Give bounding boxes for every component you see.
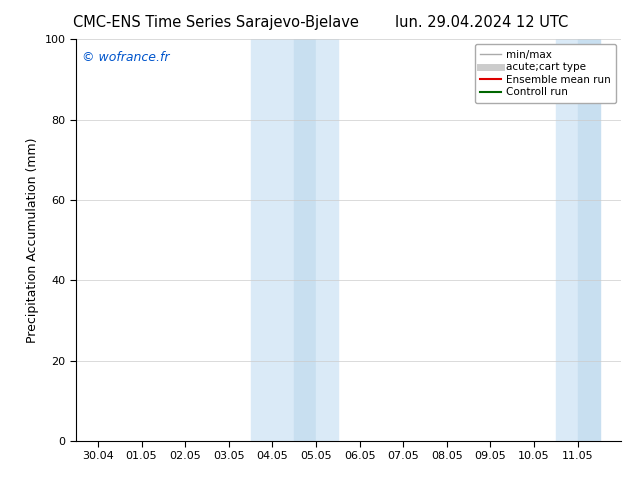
Text: © wofrance.fr: © wofrance.fr <box>82 51 169 64</box>
Text: lun. 29.04.2024 12 UTC: lun. 29.04.2024 12 UTC <box>395 15 569 30</box>
Bar <box>556 39 578 441</box>
Bar <box>316 39 338 441</box>
Bar <box>578 39 600 441</box>
Legend: min/max, acute;cart type, Ensemble mean run, Controll run: min/max, acute;cart type, Ensemble mean … <box>475 45 616 102</box>
Text: CMC-ENS Time Series Sarajevo-Bjelave: CMC-ENS Time Series Sarajevo-Bjelave <box>73 15 358 30</box>
Bar <box>250 39 294 441</box>
Bar <box>294 39 316 441</box>
Y-axis label: Precipitation Accumulation (mm): Precipitation Accumulation (mm) <box>26 137 39 343</box>
